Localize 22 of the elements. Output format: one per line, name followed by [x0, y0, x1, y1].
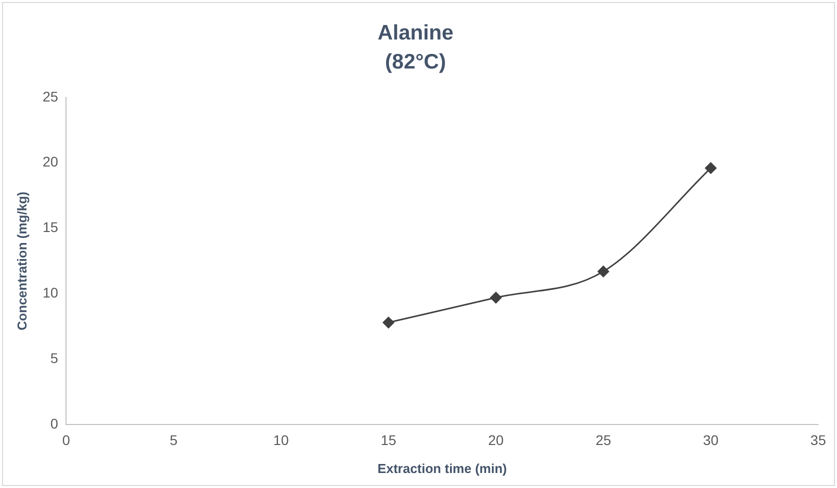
chart-subtitle: (82°C): [385, 50, 446, 74]
y-tick-label: 25: [42, 88, 58, 104]
y-tick-label: 20: [42, 154, 58, 170]
point: [705, 162, 717, 174]
y-tick-label: 15: [42, 219, 58, 236]
y-tick-label: 5: [50, 350, 58, 366]
x-tick-label: 30: [702, 432, 719, 448]
point: [382, 316, 394, 328]
x-axis-title: Extraction time (min): [378, 460, 507, 476]
x-tick-label: 5: [170, 432, 178, 448]
point: [598, 266, 610, 278]
x-tick-label: 0: [62, 432, 70, 448]
y-tick-label: 10: [42, 284, 58, 301]
x-tick-label: 20: [488, 432, 504, 448]
x-tick-label: 15: [380, 432, 396, 448]
chart-title: Alanine: [378, 21, 454, 44]
x-tick-label: 35: [810, 432, 826, 448]
y-tick-label: 0: [50, 415, 58, 432]
point: [490, 292, 502, 304]
x-tick-label: 10: [273, 432, 290, 448]
x-tick-label: 25: [596, 432, 612, 448]
y-axis-title: Concentration (mg/kg): [14, 192, 30, 330]
